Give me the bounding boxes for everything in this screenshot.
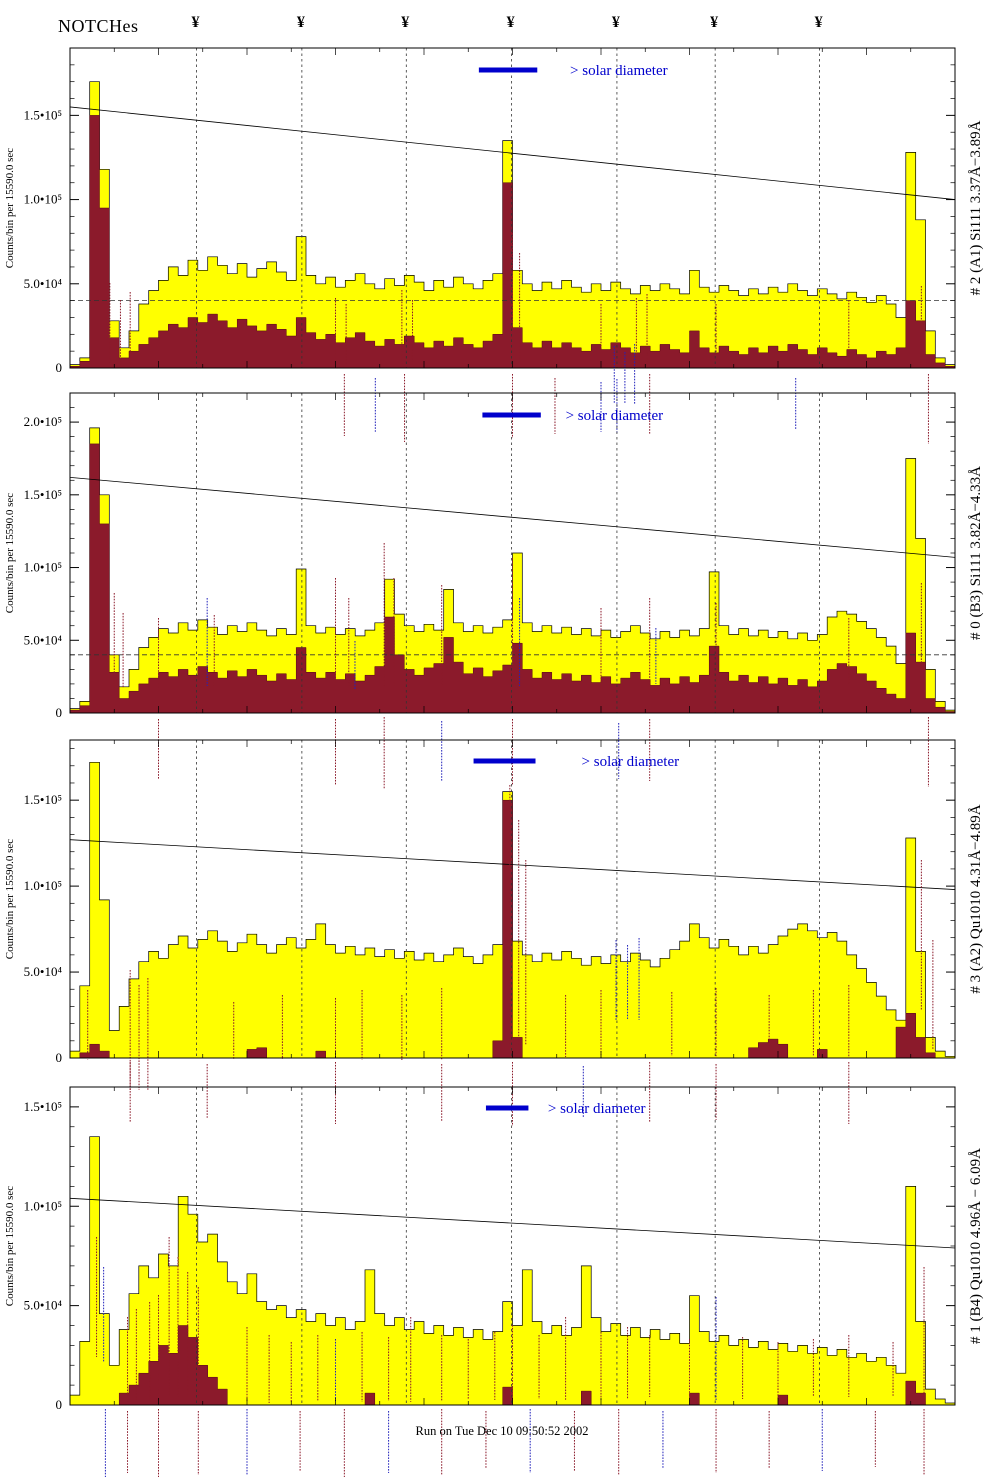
- svg-text:1.5•10⁵: 1.5•10⁵: [24, 792, 62, 807]
- notch-symbol: ¥: [296, 14, 305, 31]
- notch-symbol: ¥: [506, 14, 515, 31]
- panel-1-title: # 2 (A1) Si111 3.37Å−3.89Å: [968, 120, 984, 296]
- notches-header: NOTCHes ¥ ¥ ¥ ¥ ¥ ¥ ¥: [0, 12, 1004, 38]
- panel-4-plot: > solar diameter 0 5.0•10⁴ 1.0•10⁵ 1.5•10⁵: [24, 1086, 956, 1477]
- notch-symbol: ¥: [814, 14, 823, 31]
- panel-3-title: # 3 (A2) Qu1010 4.31Å−4.89Å: [968, 804, 984, 994]
- svg-text:5.0•10⁴: 5.0•10⁴: [24, 632, 63, 647]
- panel-4: Counts/bin per 15590.0 sec > solar diame…: [0, 1086, 1004, 1477]
- svg-text:1.5•10⁵: 1.5•10⁵: [24, 1099, 62, 1114]
- svg-text:0: 0: [56, 705, 63, 720]
- notch-symbol: ¥: [401, 14, 410, 31]
- panel-1-y-axis-label: Counts/bin per 15590.0 sec: [4, 147, 16, 269]
- panel-3-plot: > solar diameter 0 5.0•10⁴ 1.0•10⁵ 1.5•10⁵: [24, 739, 956, 1126]
- svg-text:> solar diameter: > solar diameter: [548, 1101, 646, 1117]
- panel-4-title: # 1 (B4) Qu1010 4.96Å − 6.09Å: [968, 1148, 984, 1344]
- panel-2-y-axis-label: Counts/bin per 15590.0 sec: [4, 492, 16, 614]
- svg-text:> solar diameter: > solar diameter: [566, 408, 664, 424]
- notch-symbol: ¥: [710, 14, 719, 31]
- svg-text:1.0•10⁵: 1.0•10⁵: [24, 192, 62, 207]
- svg-text:1.5•10⁵: 1.5•10⁵: [24, 487, 62, 502]
- panel-2-plot: > solar diameter 0 5.0•10⁴ 1.0•10⁵ 1.5•10⁵ 2.…: [24, 392, 956, 789]
- svg-text:5.0•10⁴: 5.0•10⁴: [24, 1298, 63, 1313]
- panel-2-title: # 0 (B3) Si111 3.82Å−4.33Å: [968, 465, 984, 641]
- panel-1: Counts/bin per 15590.0 sec > solar diame…: [0, 47, 1004, 444]
- svg-text:1.0•10⁵: 1.0•10⁵: [24, 878, 62, 893]
- svg-text:> solar diameter: > solar diameter: [570, 63, 668, 79]
- svg-text:0: 0: [56, 1397, 63, 1412]
- svg-text:5.0•10⁴: 5.0•10⁴: [24, 964, 63, 979]
- panel-4-y-axis-label: Counts/bin per 15590.0 sec: [4, 1185, 16, 1307]
- svg-text:5.0•10⁴: 5.0•10⁴: [24, 276, 63, 291]
- svg-text:0: 0: [56, 360, 63, 375]
- panel-1-plot: > solar diameter 0 5.0•10⁴ 1.0•10⁵ 1.5•10⁵: [24, 47, 956, 444]
- notch-symbol: ¥: [611, 14, 620, 31]
- svg-text:0: 0: [56, 1050, 63, 1065]
- svg-text:> solar diameter: > solar diameter: [582, 754, 680, 770]
- run-caption: Run on Tue Dec 10 09:50:52 2002: [415, 1424, 589, 1438]
- notch-symbol: ¥: [191, 14, 200, 31]
- svg-text:1.0•10⁵: 1.0•10⁵: [24, 560, 62, 575]
- panel-2: Counts/bin per 15590.0 sec > solar diame…: [0, 392, 1004, 789]
- svg-text:1.0•10⁵: 1.0•10⁵: [24, 1198, 62, 1213]
- panel-3: Counts/bin per 15590.0 sec > solar diame…: [0, 739, 1004, 1126]
- svg-text:2.0•10⁵: 2.0•10⁵: [24, 414, 62, 429]
- panel-3-y-axis-label: Counts/bin per 15590.0 sec: [4, 838, 16, 960]
- notches-title: NOTCHes: [58, 16, 139, 36]
- svg-text:1.5•10⁵: 1.5•10⁵: [24, 107, 62, 122]
